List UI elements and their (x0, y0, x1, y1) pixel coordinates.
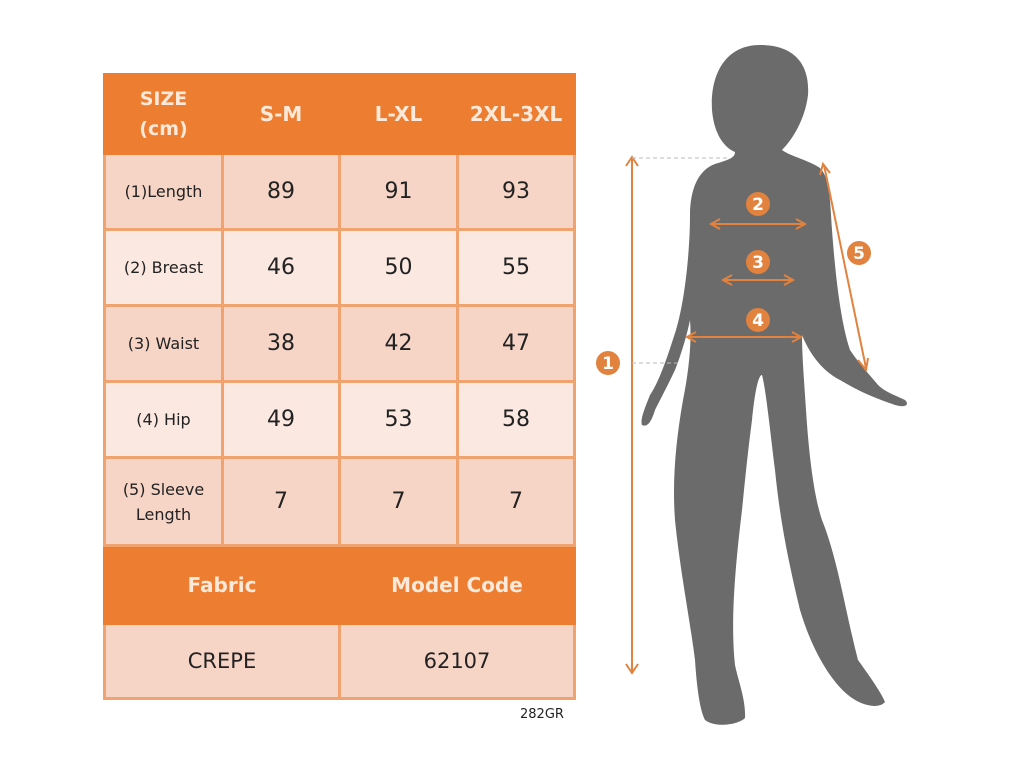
svg-text:3: 3 (752, 253, 764, 273)
table-row: (4) Hip 49 53 58 (103, 380, 576, 459)
size-chart-table: SIZE (cm) S-M L-XL 2XL-3XL (1)Length 89 9… (103, 73, 576, 700)
row-label: (1)Length (103, 152, 224, 231)
cell: 49 (221, 380, 341, 459)
row-label: (2) Breast (103, 228, 224, 307)
fabric-header-row: Fabric Model Code (103, 544, 576, 625)
model-code-value: 62107 (338, 622, 576, 700)
marker-4: 4 (746, 308, 770, 332)
cell: 55 (456, 228, 576, 307)
body-measurement-figure: 1 2 3 4 5 (596, 45, 907, 725)
row-label: (4) Hip (103, 380, 224, 459)
table-row: (1)Length 89 91 93 (103, 152, 576, 231)
table-row: (3) Waist 38 42 47 (103, 304, 576, 383)
row-label: (3) Waist (103, 304, 224, 383)
header-size-line2: (cm) (139, 118, 188, 140)
row-label-line2: Length (135, 504, 192, 524)
cell: 53 (338, 380, 459, 459)
svg-text:2: 2 (752, 195, 764, 215)
woman-silhouette (641, 45, 907, 725)
cell: 50 (338, 228, 459, 307)
marker-1: 1 (596, 351, 620, 375)
cell: 91 (338, 152, 459, 231)
cell: 89 (221, 152, 341, 231)
cell: 7 (456, 456, 576, 547)
marker-5: 5 (847, 241, 871, 265)
row-label: (5) Sleeve Length (103, 456, 224, 547)
header-size-line1: SIZE (139, 88, 188, 110)
marker-2: 2 (746, 192, 770, 216)
cell: 46 (221, 228, 341, 307)
footer-code: 282GR (520, 707, 564, 722)
cell: 58 (456, 380, 576, 459)
cell: 7 (221, 456, 341, 547)
cell: 7 (338, 456, 459, 547)
header-s-m: S-M (221, 73, 341, 155)
header-size: SIZE (cm) (103, 73, 224, 155)
marker-3: 3 (746, 250, 770, 274)
svg-text:5: 5 (853, 244, 865, 264)
fabric-label: Fabric (103, 544, 341, 625)
cell: 47 (456, 304, 576, 383)
fabric-value-row: CREPE 62107 (103, 622, 576, 700)
table-row: (5) Sleeve Length 7 7 7 (103, 456, 576, 547)
header-row: SIZE (cm) S-M L-XL 2XL-3XL (103, 73, 576, 155)
svg-text:4: 4 (752, 311, 764, 331)
sleeve-arrow (823, 164, 867, 369)
header-l-xl: L-XL (338, 73, 459, 155)
header-2xl-3xl: 2XL-3XL (456, 73, 576, 155)
table-row: (2) Breast 46 50 55 (103, 228, 576, 307)
fabric-value: CREPE (103, 622, 341, 700)
svg-text:1: 1 (602, 354, 614, 374)
cell: 38 (221, 304, 341, 383)
model-code-label: Model Code (338, 544, 576, 625)
cell: 42 (338, 304, 459, 383)
cell: 93 (456, 152, 576, 231)
row-label-line1: (5) Sleeve (122, 479, 205, 499)
